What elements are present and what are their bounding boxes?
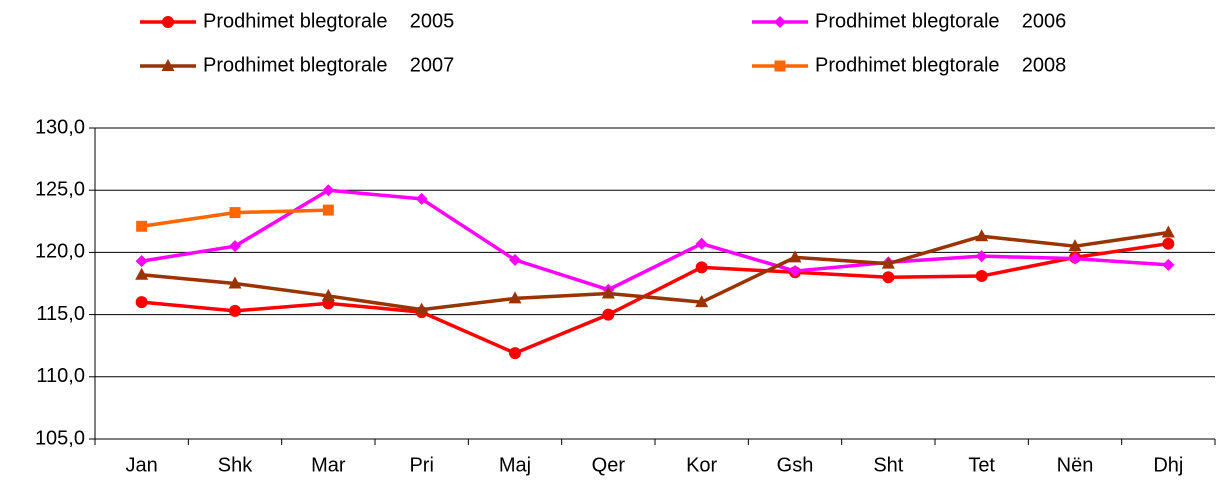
marker (509, 253, 521, 266)
marker (788, 250, 802, 263)
series-line (141, 230, 1169, 312)
marker (975, 229, 989, 242)
marker (322, 184, 335, 197)
y-tick-label: 120,0 (35, 241, 85, 263)
y-tick-label: 115,0 (36, 303, 85, 325)
y-tick-label: 125,0 (35, 178, 85, 200)
marker (975, 270, 988, 283)
marker (135, 255, 148, 268)
series-line (141, 241, 1169, 355)
x-tick-label: Maj (499, 454, 531, 476)
y-tick-label: 105,0 (35, 427, 85, 449)
legend-label: Prodhimet blegtorale 2007 (203, 54, 454, 76)
legend-label: Prodhimet blegtorale 2006 (815, 10, 1066, 32)
marker (1068, 239, 1082, 252)
marker (881, 256, 895, 269)
y-tick-label: 110,0 (36, 365, 85, 387)
marker (321, 288, 335, 301)
marker (135, 296, 148, 309)
legend-marker (161, 59, 175, 71)
legend-label: Prodhimet blegtorale 2008 (815, 54, 1066, 76)
marker (975, 250, 988, 263)
marker (1162, 237, 1175, 250)
x-tick-label: Gsh (777, 454, 814, 476)
marker (1162, 258, 1175, 271)
x-tick-label: Qer (592, 454, 626, 476)
marker (882, 271, 895, 284)
legend-marker (774, 60, 786, 72)
marker (229, 207, 241, 219)
series-line (141, 188, 1169, 292)
legend-marker (774, 16, 786, 28)
marker (695, 261, 708, 274)
marker (229, 304, 241, 317)
legend-marker (162, 16, 174, 28)
x-tick-label: Jan (126, 454, 158, 476)
marker (789, 265, 801, 278)
y-tick-label: 130,0 (35, 116, 85, 138)
marker (136, 220, 148, 232)
x-tick-label: Mar (311, 454, 346, 476)
x-tick-label: Sht (873, 454, 903, 476)
marker (1161, 225, 1175, 238)
marker (228, 276, 242, 289)
marker (602, 308, 615, 321)
marker (601, 286, 615, 299)
x-tick-label: Dhj (1153, 454, 1183, 476)
legend-label: Prodhimet blegtorale 2005 (203, 10, 454, 32)
marker (695, 237, 708, 250)
marker (508, 291, 522, 304)
marker (509, 347, 521, 360)
x-tick-label: Tet (968, 454, 995, 476)
marker (229, 240, 241, 253)
marker (322, 204, 334, 216)
marker (135, 267, 149, 280)
marker (415, 302, 429, 315)
marker (695, 295, 709, 308)
marker (1069, 252, 1081, 265)
x-tick-label: Kor (686, 454, 717, 476)
x-tick-label: Pri (409, 454, 433, 476)
x-tick-label: Shk (218, 454, 253, 476)
marker (415, 192, 428, 205)
x-tick-label: Nën (1057, 454, 1094, 476)
